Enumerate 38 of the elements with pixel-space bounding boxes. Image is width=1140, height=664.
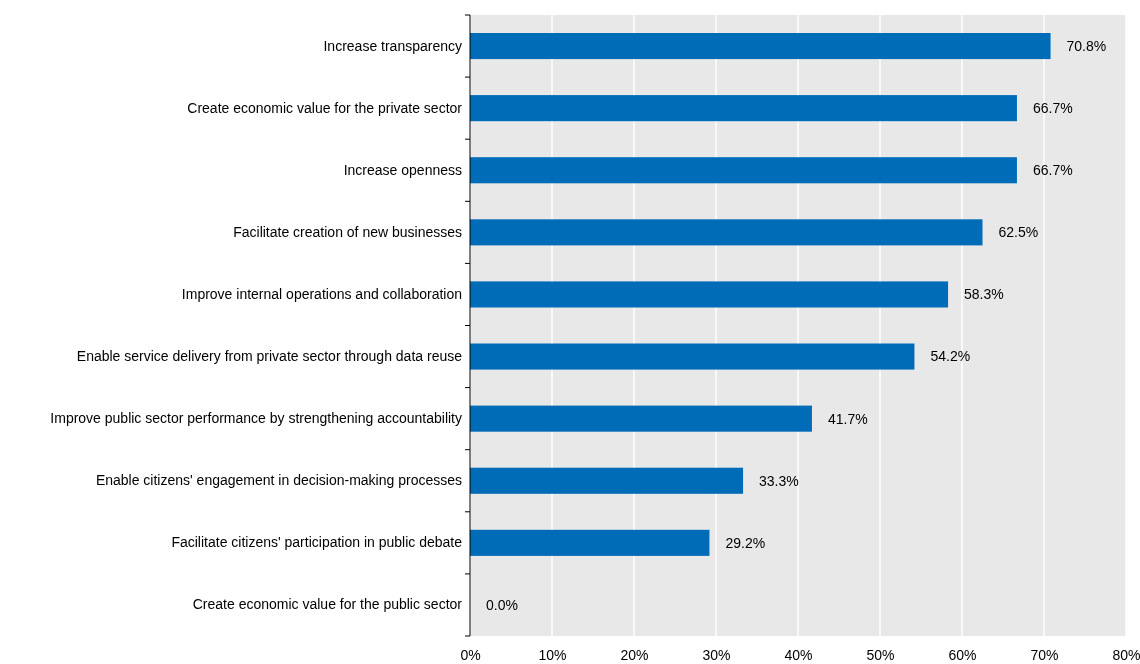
y-tick-label: Facilitate citizens' participation in public debate <box>171 534 463 551</box>
bar <box>470 157 1017 184</box>
x-tick-label: 50% <box>866 646 895 663</box>
bar <box>470 95 1017 122</box>
bar <box>470 405 812 432</box>
data-label: 70.8% <box>1066 37 1107 54</box>
y-tick-label: Enable service delivery from private sector through data reuse <box>76 348 463 365</box>
data-label: 62.5% <box>998 224 1039 241</box>
y-tick-label: Improve internal operations and collaboration <box>181 285 462 302</box>
x-tick-label: 40% <box>784 646 813 663</box>
y-tick-label: Improve public sector performance by strengthening accountability <box>50 410 462 427</box>
x-tick-label: 10% <box>538 646 567 663</box>
y-tick-label: Create economic value for the private sector <box>187 99 463 116</box>
y-tick-label: Increase transparency <box>323 37 462 54</box>
x-tick-label: 60% <box>948 646 977 663</box>
data-label: 54.2% <box>930 348 971 365</box>
x-tick-label: 30% <box>702 646 731 663</box>
bar <box>470 281 949 308</box>
data-label: 29.2% <box>725 534 766 551</box>
x-tick-label: 80% <box>1112 646 1140 663</box>
bar <box>470 219 983 246</box>
bar <box>470 467 744 494</box>
y-tick-label: Increase openness <box>343 161 462 178</box>
bar <box>470 343 915 370</box>
bar <box>470 529 710 556</box>
x-tick-label: 0% <box>460 646 481 663</box>
data-label: 66.7% <box>1032 162 1073 179</box>
data-label: 0.0% <box>486 596 518 613</box>
x-tick-label: 70% <box>1030 646 1059 663</box>
x-tick-label: 20% <box>620 646 649 663</box>
data-label: 41.7% <box>827 410 868 427</box>
y-tick-label: Enable citizens' engagement in decision-making processes <box>95 472 462 489</box>
data-label: 33.3% <box>759 472 799 489</box>
y-tick-label: Facilitate creation of new businesses <box>233 223 462 240</box>
y-tick-label: Create economic value for the public sector <box>192 596 463 613</box>
data-label: 66.7% <box>1032 100 1073 117</box>
bar <box>470 33 1051 60</box>
data-label: 58.3% <box>964 286 1004 303</box>
